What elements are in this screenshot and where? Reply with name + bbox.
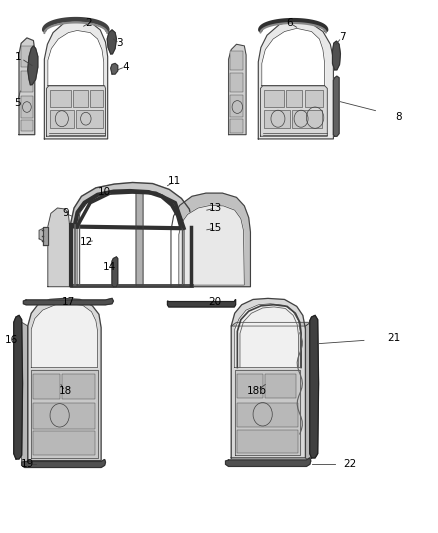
Bar bbox=[33, 431, 95, 455]
Text: 18: 18 bbox=[59, 386, 72, 397]
Polygon shape bbox=[19, 38, 35, 135]
Bar bbox=[230, 73, 244, 92]
Polygon shape bbox=[21, 322, 28, 464]
Text: 18b: 18b bbox=[247, 386, 266, 396]
Polygon shape bbox=[171, 193, 251, 287]
Polygon shape bbox=[226, 458, 311, 466]
Text: 10: 10 bbox=[98, 187, 111, 197]
Bar bbox=[21, 71, 33, 92]
Polygon shape bbox=[310, 316, 318, 458]
Bar bbox=[49, 90, 71, 107]
Polygon shape bbox=[332, 41, 340, 70]
Text: 12: 12 bbox=[80, 237, 93, 247]
Bar bbox=[73, 90, 88, 107]
Text: 16: 16 bbox=[5, 335, 18, 345]
Bar bbox=[49, 110, 74, 128]
Text: 5: 5 bbox=[14, 98, 21, 108]
Polygon shape bbox=[39, 228, 43, 241]
Text: 2: 2 bbox=[85, 18, 92, 28]
Text: 7: 7 bbox=[339, 32, 346, 42]
Polygon shape bbox=[305, 322, 311, 462]
Polygon shape bbox=[23, 298, 113, 305]
Polygon shape bbox=[235, 370, 300, 455]
Bar bbox=[286, 90, 302, 107]
Polygon shape bbox=[258, 20, 333, 139]
Polygon shape bbox=[48, 208, 70, 287]
Polygon shape bbox=[333, 76, 339, 136]
Bar bbox=[33, 374, 60, 399]
Text: 20: 20 bbox=[208, 296, 221, 306]
Text: 9: 9 bbox=[62, 208, 69, 219]
Bar bbox=[265, 374, 296, 398]
Text: 1: 1 bbox=[15, 52, 21, 61]
Polygon shape bbox=[31, 370, 98, 458]
Bar bbox=[237, 374, 263, 398]
Polygon shape bbox=[229, 44, 246, 135]
Polygon shape bbox=[107, 30, 117, 54]
Text: 4: 4 bbox=[122, 62, 129, 71]
Bar bbox=[230, 119, 244, 133]
Polygon shape bbox=[44, 19, 108, 139]
Polygon shape bbox=[112, 257, 118, 287]
Bar bbox=[230, 95, 244, 117]
Bar bbox=[21, 96, 33, 118]
Bar bbox=[292, 110, 322, 128]
Polygon shape bbox=[136, 191, 143, 285]
Bar bbox=[33, 403, 95, 429]
Polygon shape bbox=[31, 304, 98, 368]
Polygon shape bbox=[71, 182, 193, 287]
Text: 6: 6 bbox=[286, 18, 293, 28]
Bar bbox=[264, 110, 290, 128]
Text: 21: 21 bbox=[387, 333, 400, 343]
Polygon shape bbox=[28, 298, 101, 461]
Text: 22: 22 bbox=[343, 459, 357, 469]
Polygon shape bbox=[28, 46, 38, 85]
Polygon shape bbox=[231, 322, 311, 326]
Polygon shape bbox=[179, 205, 244, 285]
Polygon shape bbox=[48, 30, 104, 86]
Text: 13: 13 bbox=[209, 203, 222, 213]
Text: 3: 3 bbox=[116, 38, 123, 48]
Polygon shape bbox=[77, 191, 184, 285]
Text: 14: 14 bbox=[102, 262, 116, 271]
Polygon shape bbox=[167, 300, 236, 307]
Polygon shape bbox=[262, 28, 325, 86]
Bar bbox=[21, 46, 33, 67]
Polygon shape bbox=[43, 227, 48, 245]
Text: 11: 11 bbox=[168, 176, 181, 187]
Bar bbox=[76, 110, 103, 128]
Text: 8: 8 bbox=[396, 111, 402, 122]
Bar bbox=[90, 90, 103, 107]
Text: 17: 17 bbox=[62, 297, 75, 307]
Bar bbox=[237, 402, 297, 427]
Bar bbox=[21, 120, 33, 131]
Bar bbox=[264, 90, 284, 107]
Polygon shape bbox=[111, 63, 118, 74]
Bar bbox=[237, 430, 297, 453]
Text: 19: 19 bbox=[21, 459, 35, 469]
Bar bbox=[230, 51, 244, 70]
Polygon shape bbox=[261, 86, 327, 136]
Polygon shape bbox=[14, 316, 22, 459]
Bar bbox=[305, 90, 323, 107]
Polygon shape bbox=[46, 86, 106, 136]
Polygon shape bbox=[231, 298, 305, 458]
Bar bbox=[62, 374, 95, 399]
Text: 15: 15 bbox=[209, 223, 222, 233]
Polygon shape bbox=[21, 459, 106, 467]
Polygon shape bbox=[235, 304, 300, 368]
